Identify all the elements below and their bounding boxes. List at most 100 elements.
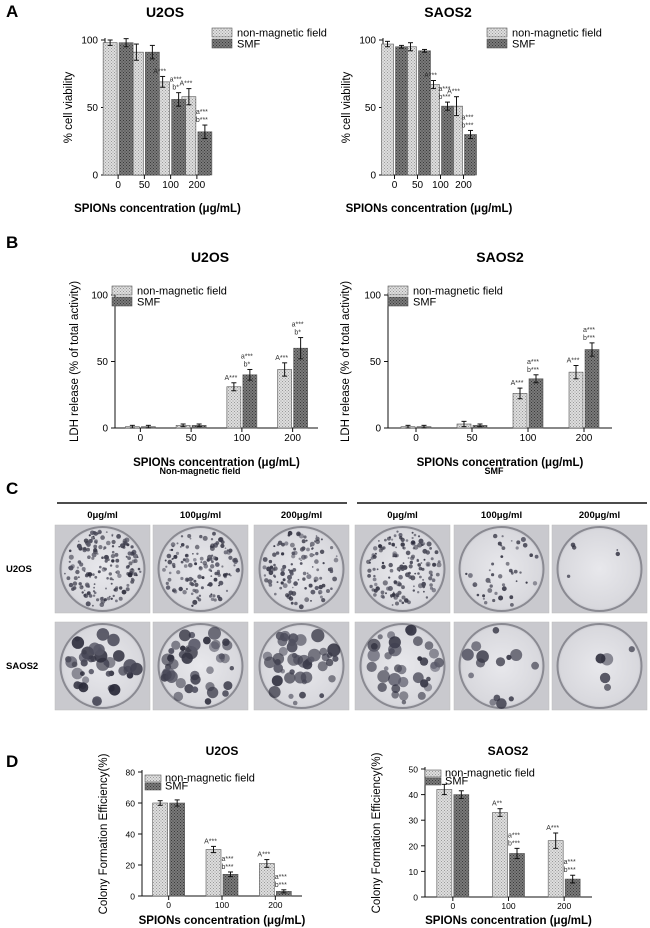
colony-1-2-33 — [299, 691, 306, 699]
colony-0-3-144 — [375, 586, 380, 591]
colony-0-1-114 — [185, 554, 188, 557]
colony-0-2-70 — [298, 557, 301, 560]
colony-0-3-147 — [373, 574, 376, 578]
colony-0-4-30 — [494, 591, 498, 596]
colony-0-0-94 — [111, 534, 114, 537]
colony-0-2-112 — [282, 578, 286, 582]
colony-1-2-34 — [277, 636, 288, 647]
chart-5-legend-swatch-0 — [424, 769, 442, 778]
colony-0-4-22 — [492, 598, 496, 603]
chart-1-title: SAOS2 — [424, 4, 472, 20]
colony-0-1-134 — [218, 596, 223, 602]
colony-0-0-84 — [87, 585, 91, 588]
colony-0-4-44 — [510, 603, 514, 607]
colony-0-4-29 — [498, 595, 504, 601]
colony-0-2-23 — [290, 563, 293, 566]
colony-1-0-23 — [88, 668, 95, 675]
panel-letter-a: A — [6, 2, 18, 21]
colony-0-2-94 — [291, 591, 297, 596]
colony-1-0-37 — [105, 670, 112, 677]
colony-0-3-110 — [429, 586, 434, 590]
colony-1-3-12 — [398, 676, 409, 688]
colony-0-1-88 — [180, 576, 184, 581]
colony-0-2-46 — [285, 593, 290, 598]
colony-1-0-21 — [80, 671, 85, 676]
chart-0-annotation-4: a*** — [196, 109, 208, 116]
colony-1-3-7 — [399, 691, 409, 701]
colony-0-1-73 — [172, 557, 174, 560]
chart-5-ytick-label-2: 20 — [409, 841, 419, 851]
colony-0-1-120 — [188, 562, 193, 568]
chart-0-xtick-label-3: 200 — [189, 180, 206, 191]
colony-0-2-89 — [287, 568, 291, 572]
chart-5-title: SAOS2 — [488, 744, 529, 758]
colony-0-1-40 — [176, 570, 181, 575]
colony-0-2-27 — [333, 557, 339, 563]
colony-0-4-43 — [476, 593, 480, 597]
colony-0-2-36 — [298, 533, 304, 539]
colony-0-3-123 — [429, 547, 432, 550]
chart-1-legend-label-1: SMF — [512, 39, 536, 51]
panel-c-concentration-label-5: 200μg/ml — [579, 510, 620, 521]
colony-1-2-41 — [319, 693, 325, 699]
colony-1-3-15 — [367, 649, 380, 662]
colony-0-1-99 — [185, 587, 188, 591]
colony-0-1-70 — [209, 594, 212, 598]
colony-0-3-134 — [370, 556, 374, 560]
colony-0-3-29 — [382, 580, 388, 586]
colony-0-2-13 — [311, 547, 314, 550]
colony-0-4-21 — [468, 573, 473, 578]
colony-0-1-125 — [210, 543, 215, 548]
colony-0-0-18 — [91, 556, 95, 560]
colony-0-1-102 — [192, 599, 198, 605]
colony-1-5-1 — [595, 653, 606, 664]
colony-0-0-166 — [115, 586, 119, 590]
colony-0-1-87 — [222, 573, 227, 577]
colony-0-0-142 — [81, 591, 84, 594]
colony-0-3-76 — [390, 594, 393, 598]
colony-0-4-15 — [509, 595, 514, 600]
chart-5-xtick-label-1: 100 — [501, 901, 515, 911]
colony-0-0-122 — [130, 545, 134, 549]
colony-0-2-48 — [267, 579, 273, 585]
colony-0-3-92 — [373, 546, 378, 551]
colony-0-0-9 — [76, 566, 79, 569]
chart-4-bar-s1-c1 — [222, 873, 239, 897]
colony-0-2-47 — [310, 589, 316, 595]
colony-0-1-34 — [194, 562, 198, 566]
chart-3-xlabel: SPIONs concentration (μg/mL) — [417, 457, 584, 469]
colony-0-1-91 — [237, 567, 240, 571]
colony-0-0-65 — [96, 552, 99, 555]
chart-1-annotation-2: b*** — [438, 94, 450, 101]
colony-0-2-34 — [282, 564, 287, 569]
colony-0-2-90 — [300, 559, 302, 562]
colony-0-0-34 — [115, 558, 120, 563]
chart-2-ytick-label-1: 50 — [97, 357, 109, 368]
colony-0-3-145 — [395, 546, 397, 549]
colony-0-1-116 — [212, 594, 216, 598]
chart-5-ylabel: Colony Formation Efficiency(%) — [371, 752, 383, 913]
colony-1-0-26 — [93, 644, 105, 656]
chart-2-annotation-3: A*** — [275, 355, 288, 362]
colony-0-1-58 — [193, 579, 197, 583]
chart-4-annotation-2: b*** — [221, 864, 233, 871]
colony-0-3-12 — [384, 538, 387, 542]
colony-0-3-16 — [411, 536, 414, 540]
colony-0-3-62 — [374, 552, 377, 555]
colony-0-0-116 — [120, 543, 125, 549]
colony-1-3-34 — [420, 679, 429, 688]
colony-0-1-94 — [169, 549, 171, 551]
colony-1-0-35 — [78, 652, 90, 663]
colony-0-0-157 — [91, 552, 97, 558]
colony-0-1-74 — [183, 564, 188, 568]
colony-0-4-11 — [520, 537, 526, 542]
colony-0-2-49 — [301, 554, 306, 560]
chart-5-ytick-label-1: 10 — [409, 867, 419, 877]
colony-1-2-32 — [317, 661, 328, 672]
colony-0-2-37 — [281, 552, 285, 556]
colony-1-2-5 — [328, 675, 336, 683]
chart-3-xtick-label-0: 0 — [413, 433, 419, 444]
colony-0-2-73 — [291, 554, 296, 559]
colony-0-1-72 — [187, 534, 192, 538]
colony-0-0-161 — [125, 587, 130, 592]
